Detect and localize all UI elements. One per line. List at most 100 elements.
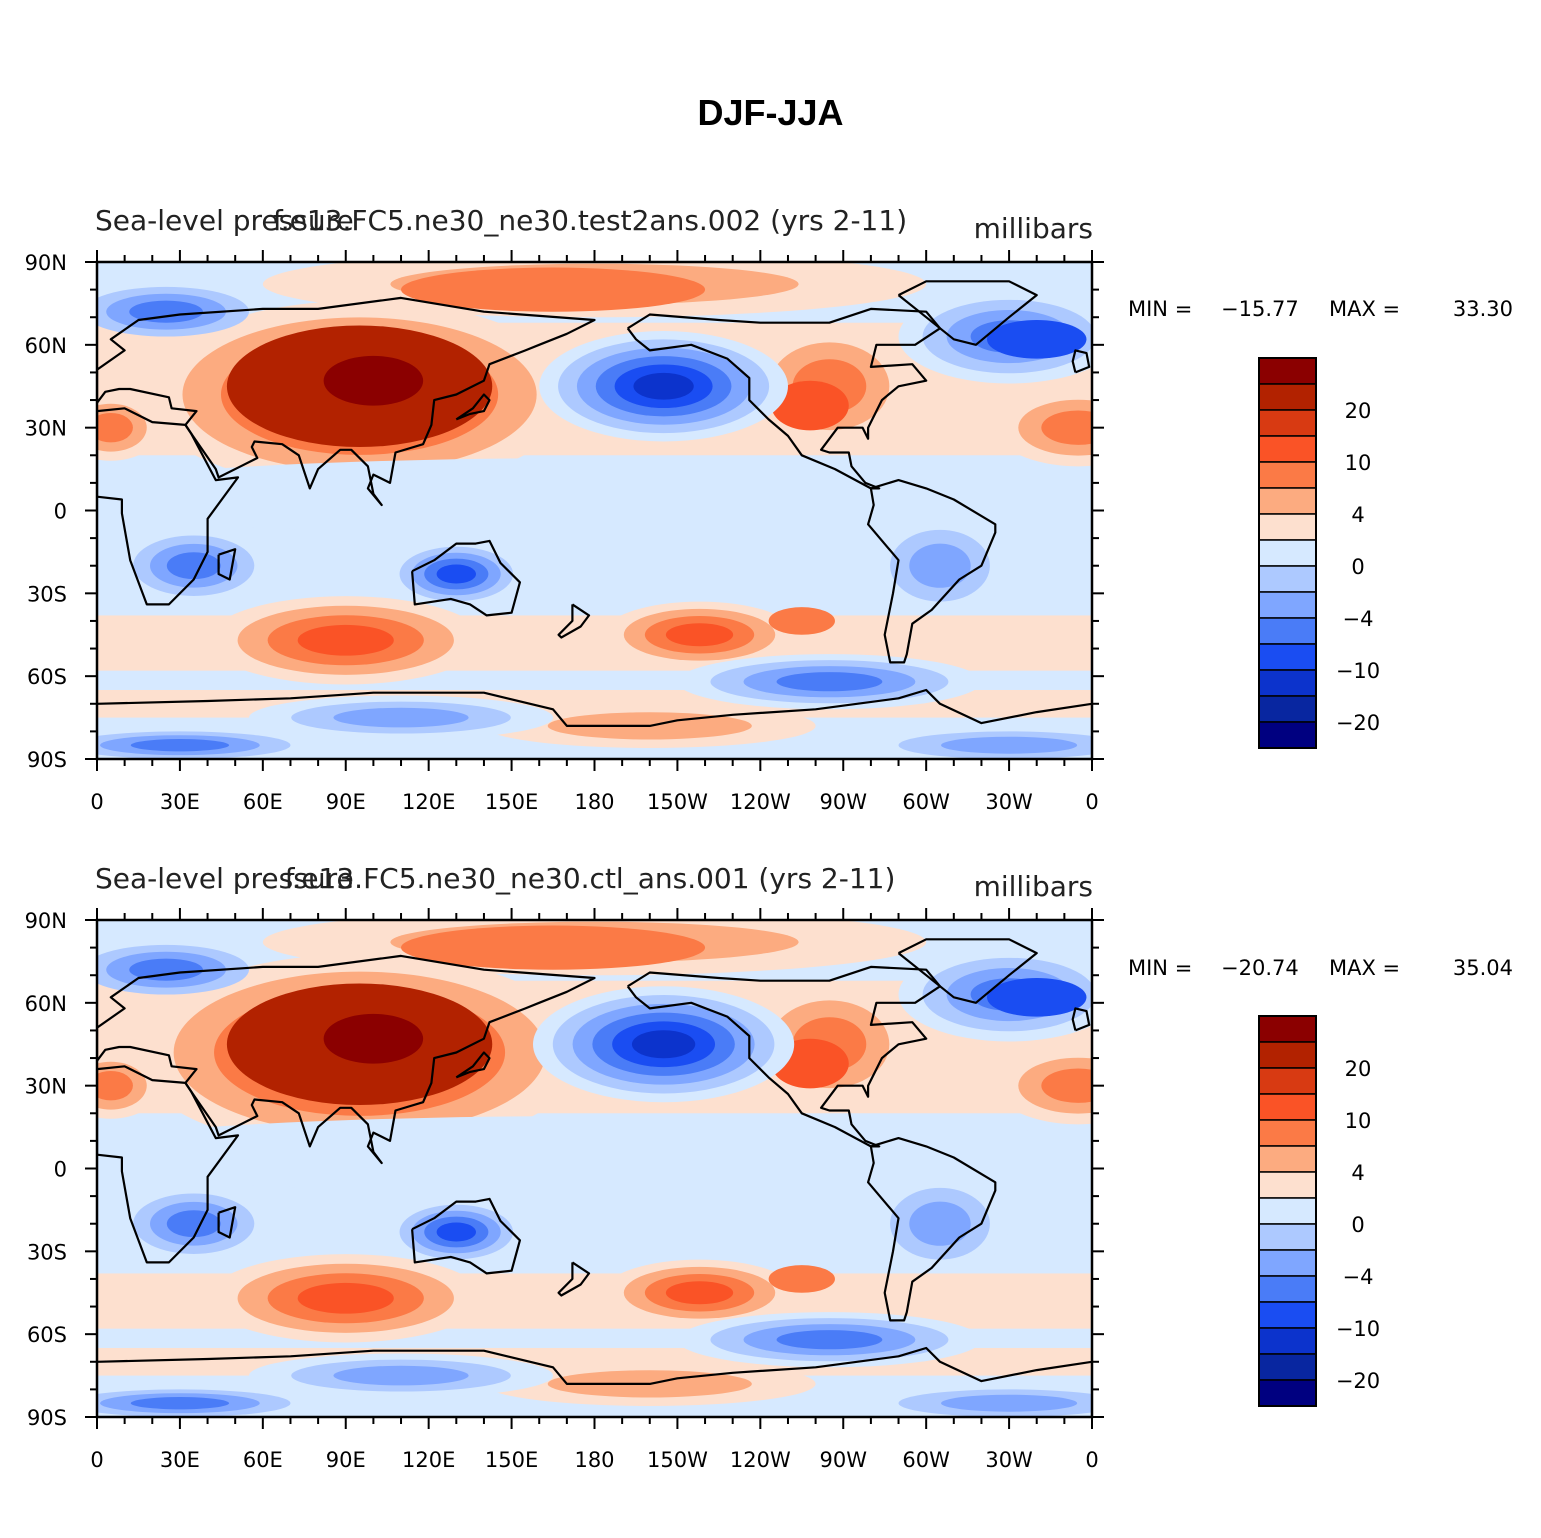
lon-label: 150E: [485, 790, 538, 814]
slp-contour-field: [97, 920, 1092, 1417]
contour-level: [986, 319, 1087, 359]
colorbar-swatch: [1258, 409, 1317, 437]
contour-level: [129, 958, 203, 981]
figure-title: DJF-JJA: [697, 92, 844, 133]
colorbar-label: 4: [1351, 1161, 1364, 1185]
colorbar-swatch: [1258, 1171, 1317, 1199]
lon-label: 0: [90, 1448, 103, 1472]
colorbar-swatch: [1258, 1145, 1317, 1173]
coastline: [867, 479, 997, 664]
coastline: [97, 1065, 240, 1264]
lon-label: 120E: [402, 1448, 455, 1472]
contour-level: [768, 607, 835, 635]
contour-level: [333, 707, 469, 728]
colorbar-label: −20: [1336, 1369, 1380, 1393]
contour-level: [633, 372, 694, 400]
coastlines: [97, 938, 1092, 1385]
contour-level: [768, 1265, 835, 1293]
colorbar-label: −10: [1336, 659, 1380, 683]
contour-level: [97, 1070, 133, 1101]
lat-label: 90N: [25, 251, 67, 275]
coastline: [411, 1197, 521, 1275]
colorbar-swatch: [1258, 591, 1317, 619]
coastlines: [97, 280, 1092, 727]
map-panel-test: Sea-level pressure f.e13.FC5.ne30_ne30.t…: [25, 204, 1513, 814]
lon-label: 30E: [160, 1448, 200, 1472]
colorbar-swatch: [1258, 565, 1317, 593]
colorbar-swatch: [1258, 1275, 1317, 1303]
contour-level: [436, 564, 477, 584]
lon-label: 90W: [820, 790, 868, 814]
colorbar-swatch: [1258, 643, 1317, 671]
colorbar-swatch: [1258, 1197, 1317, 1225]
lon-label: 180: [574, 1448, 614, 1472]
lon-label: 150E: [485, 1448, 538, 1472]
slp-contour-field: [97, 262, 1092, 759]
colorbar-swatch: [1258, 1093, 1317, 1121]
colorbar-label: 20: [1345, 1057, 1372, 1081]
contour-level: [130, 739, 230, 752]
colorbar-border: [1258, 1015, 1317, 1407]
contour-level: [909, 1201, 971, 1246]
lat-label: 90S: [27, 748, 67, 772]
contour-level: [297, 1282, 394, 1314]
lon-label: 60W: [902, 790, 950, 814]
colorbar-swatch: [1258, 1067, 1317, 1095]
coastline: [626, 965, 942, 1148]
lat-label: 90S: [27, 1406, 67, 1430]
lon-label: 0: [90, 790, 103, 814]
colorbar-swatch: [1258, 539, 1317, 567]
contour-level: [166, 1210, 221, 1238]
lon-label: 120W: [730, 1448, 791, 1472]
contour-level: [166, 552, 221, 580]
lat-label: 60N: [25, 334, 67, 358]
min-label: MIN =: [1128, 956, 1192, 980]
axis-ticks: [85, 908, 1104, 1429]
contour-level: [323, 1013, 424, 1064]
colorbar: 20 10 4 0 −4 −10 −20: [1258, 357, 1380, 749]
colorbar-label: −20: [1336, 711, 1380, 735]
colorbar-label: 10: [1345, 451, 1372, 475]
colorbar-label: 0: [1351, 1213, 1364, 1237]
lon-label: 60E: [243, 790, 283, 814]
colorbar-swatch: [1258, 1015, 1317, 1043]
colorbar-swatch: [1258, 1327, 1317, 1355]
coastline: [897, 280, 1038, 346]
colorbar-swatch: [1258, 461, 1317, 489]
coastline: [411, 539, 521, 617]
contour-level: [941, 1394, 1078, 1412]
lon-label: 0: [1085, 1448, 1098, 1472]
lat-label: 30N: [25, 1075, 67, 1099]
contour-level: [401, 925, 706, 970]
colorbar-swatch: [1258, 721, 1317, 749]
colorbar-swatch: [1258, 513, 1317, 541]
lon-label: 90E: [326, 790, 366, 814]
colorbar-swatch: [1258, 1119, 1317, 1147]
colorbar-swatch: [1258, 695, 1317, 723]
min-value: −15.77: [1221, 297, 1299, 321]
lat-label: 90N: [25, 909, 67, 933]
contour-level: [401, 267, 706, 312]
colorbar: 20 10 4 0 −4 −10 −20: [1258, 1015, 1380, 1407]
colorbar-swatch: [1258, 669, 1317, 697]
colorbar-label: 10: [1345, 1109, 1372, 1133]
colorbar-swatch: [1258, 1041, 1317, 1069]
panel-center-title: f.e13.FC5.ne30_ne30.test2ans.002 (yrs 2-…: [273, 204, 907, 237]
lon-label: 180: [574, 790, 614, 814]
contour-level: [631, 1030, 696, 1059]
lon-label: 30W: [985, 790, 1033, 814]
panel-left-title: Sea-level pressure: [95, 204, 354, 237]
colorbar-swatch: [1258, 1223, 1317, 1251]
longitude-labels: 0 30E 60E 90E 120E 150E 180 150W 120W 90W 60W 30W 0: [90, 790, 1098, 814]
contour-level: [771, 380, 849, 431]
lat-label: 0: [54, 500, 67, 524]
axis-ticks: [85, 250, 1104, 771]
lat-label: 0: [54, 1158, 67, 1182]
contour-level: [97, 1116, 1092, 1194]
coastline: [217, 1206, 237, 1239]
colorbar-swatch: [1258, 383, 1317, 411]
min-value: −20.74: [1221, 956, 1299, 980]
contour-level: [665, 623, 734, 647]
colorbar-swatch: [1258, 435, 1317, 463]
max-label: MAX =: [1329, 956, 1400, 980]
